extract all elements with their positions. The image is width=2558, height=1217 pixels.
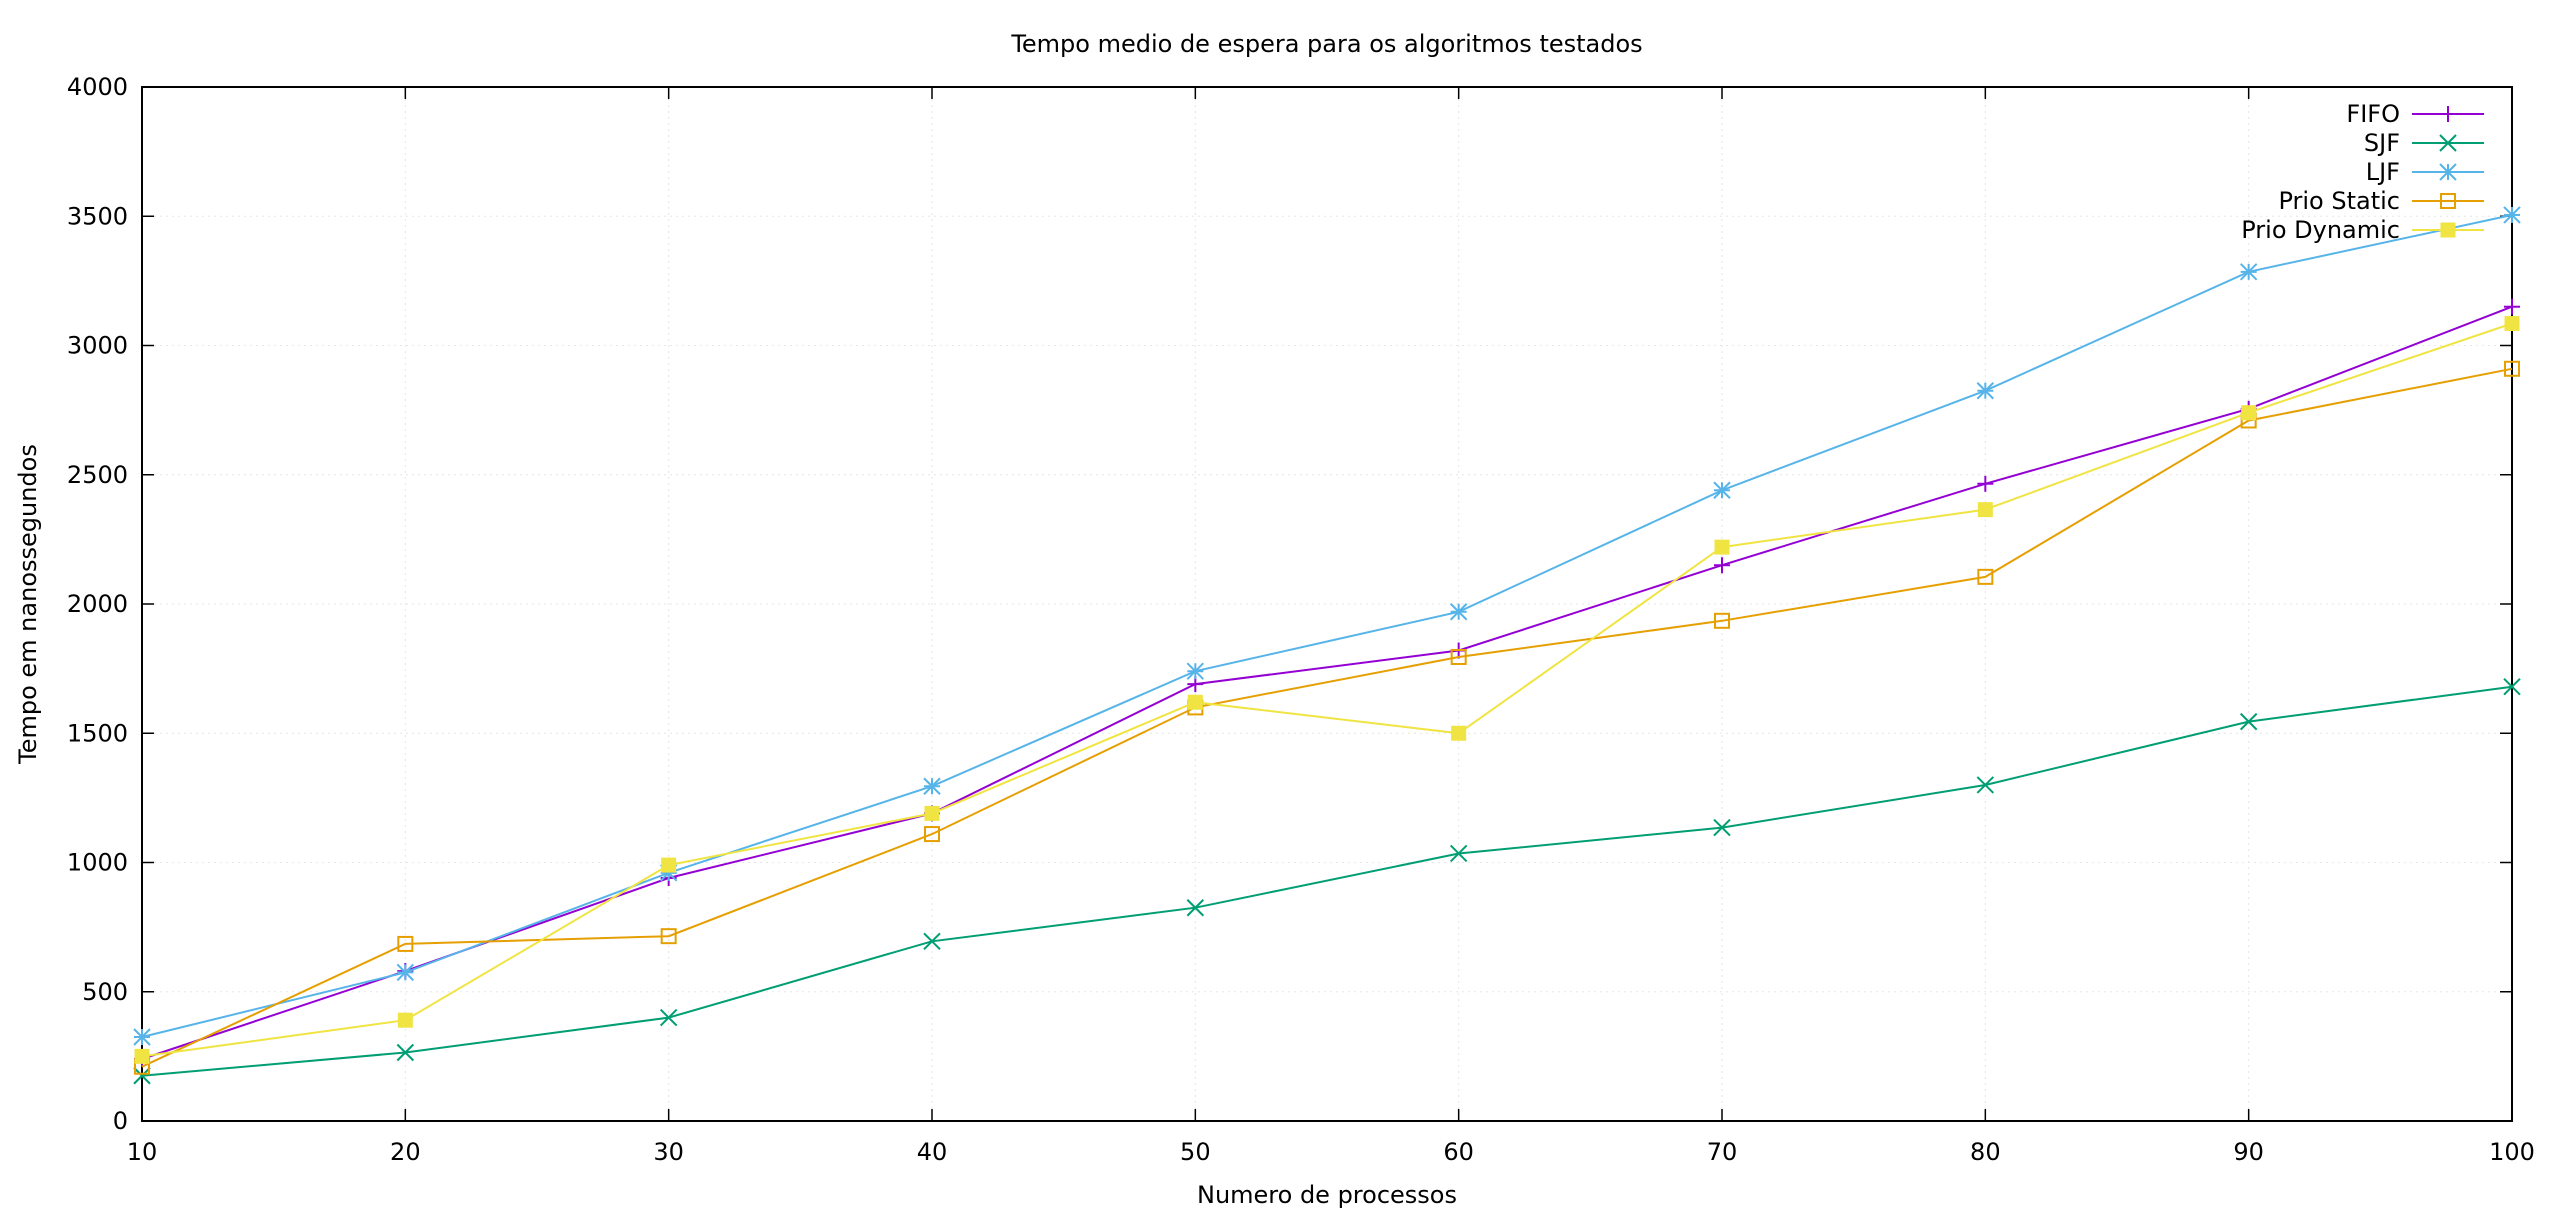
legend-swatch-marker	[2440, 106, 2456, 122]
data-point	[2504, 298, 2520, 315]
data-point	[396, 963, 415, 982]
x-axis-title: Numero de processos	[1197, 1181, 1457, 1209]
legend-label: Prio Dynamic	[2241, 216, 2400, 244]
data-point	[1977, 568, 1994, 585]
data-point	[2239, 712, 2258, 731]
chart-title: Tempo medio de espera para os algoritmos…	[1010, 30, 1642, 58]
data-point	[1186, 662, 1205, 680]
data-point	[660, 928, 677, 945]
data-point	[923, 932, 941, 951]
data-point	[133, 1028, 151, 1046]
data-point	[1713, 818, 1731, 837]
x-tick-label: 90	[2233, 1138, 2264, 1166]
x-tick-label: 70	[1707, 1138, 1738, 1166]
legend-swatch-marker	[2440, 193, 2456, 209]
ticks-layer: 10 20 30 40 50 60 70 80 90 1000500100015002000250…	[67, 73, 2535, 1166]
data-point	[2503, 206, 2521, 224]
series-prio-dynamic	[134, 316, 2520, 1064]
data-point	[1714, 612, 1730, 629]
x-tick-label: 50	[1180, 1138, 1211, 1166]
data-point	[397, 1012, 413, 1028]
data-point	[1977, 475, 1994, 492]
data-point	[924, 805, 940, 821]
data-point	[1186, 899, 1205, 917]
data-point	[659, 1008, 678, 1027]
data-point	[1449, 603, 1468, 621]
data-point	[134, 1048, 150, 1064]
data-point	[1714, 557, 1730, 574]
y-tick-label: 0	[113, 1107, 128, 1135]
series-line	[141, 322, 2513, 1058]
y-tick-label: 1500	[67, 719, 128, 747]
data-point	[1976, 382, 1995, 400]
x-tick-label: 30	[653, 1138, 684, 1166]
y-tick-label: 1000	[67, 849, 128, 877]
legend-label: LJF	[2366, 158, 2400, 186]
y-axis-title: Tempo em nanossegundos	[14, 444, 42, 765]
data-point	[1451, 725, 1467, 741]
x-tick-label: 40	[917, 1138, 948, 1166]
x-tick-label: 100	[2489, 1138, 2535, 1166]
data-point	[1976, 776, 1995, 794]
legend-label: FIFO	[2346, 100, 2400, 128]
data-point	[1449, 844, 1468, 863]
legend-item: LJF	[2366, 158, 2484, 186]
series-line	[141, 305, 2513, 1060]
series-layer	[133, 206, 2521, 1085]
data-point	[1713, 481, 1731, 499]
series-line	[141, 214, 2513, 1038]
data-point	[661, 857, 677, 873]
data-point	[2241, 405, 2257, 421]
series-sjf	[133, 678, 2521, 1085]
data-point	[1450, 648, 1467, 665]
data-point	[1714, 539, 1730, 555]
legend-swatch-marker	[2439, 163, 2457, 181]
x-tick-label: 20	[390, 1138, 421, 1166]
data-point	[397, 935, 414, 952]
series-line	[141, 367, 2513, 1068]
legend-swatch-marker	[2439, 134, 2457, 152]
series-ljf	[133, 206, 2521, 1046]
legend-label: SJF	[2364, 129, 2400, 157]
x-tick-label: 60	[1443, 1138, 1474, 1166]
data-point	[924, 826, 940, 843]
x-tick-label: 80	[1970, 1138, 2001, 1166]
y-tick-label: 3000	[67, 332, 128, 360]
data-point	[923, 777, 941, 795]
y-tick-label: 500	[82, 978, 128, 1006]
y-tick-label: 2500	[67, 461, 128, 489]
data-point	[2503, 678, 2521, 696]
series-prio-static	[134, 360, 2520, 1075]
data-point	[133, 1067, 151, 1085]
legend-item: SJF	[2364, 129, 2484, 157]
y-tick-label: 3500	[67, 202, 128, 230]
data-point	[1977, 502, 1993, 518]
legend-item: Prio Static	[2278, 187, 2484, 215]
series-line	[141, 685, 2513, 1077]
x-tick-label: 10	[127, 1138, 158, 1166]
data-point	[396, 1043, 415, 1062]
data-point	[2504, 360, 2520, 377]
data-point	[2504, 316, 2520, 332]
y-tick-label: 4000	[67, 73, 128, 101]
data-point	[2239, 263, 2258, 281]
data-point	[1187, 694, 1203, 710]
legend-swatch-marker	[2440, 222, 2456, 238]
legend-item: FIFO	[2346, 100, 2484, 128]
y-tick-label: 2000	[67, 590, 128, 618]
legend-item: Prio Dynamic	[2241, 216, 2484, 244]
legend-label: Prio Static	[2278, 187, 2400, 215]
